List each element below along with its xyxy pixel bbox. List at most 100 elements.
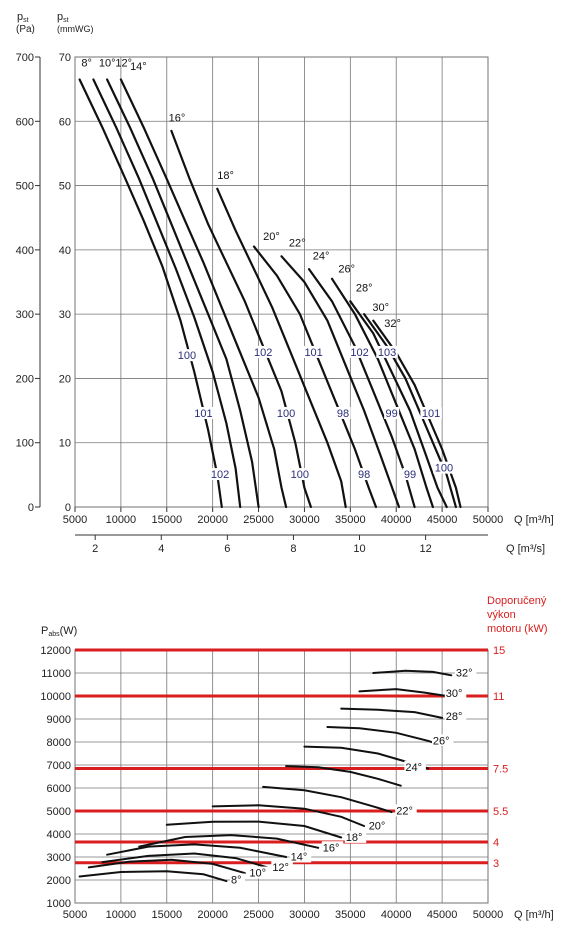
x-tick-label: 15000 — [151, 909, 182, 921]
y-axis-title-unit: (W) — [60, 625, 78, 637]
efficiency-label-bg — [348, 345, 371, 358]
x-tick-label: 5000 — [63, 514, 87, 526]
efficiency-label: 98 — [337, 408, 349, 420]
x2-tick-label: 8 — [290, 543, 296, 555]
x2-tick-label: 2 — [92, 543, 98, 555]
y-tick-label: 7000 — [47, 760, 71, 772]
y-axis-title-sub: abs — [48, 631, 60, 638]
pressure-curve-14° — [119, 78, 288, 509]
motor-power-title-line: motoru (kW) — [487, 623, 548, 635]
x-tick-label: 10000 — [106, 514, 137, 526]
y-tick-label: 10000 — [40, 691, 71, 703]
y-tick-label: 1000 — [47, 898, 71, 910]
efficiency-label-bg — [433, 461, 455, 474]
y-tick-label-mmwg: 50 — [59, 181, 71, 193]
power-label-bg — [321, 841, 344, 854]
y-tick-label: 3000 — [47, 852, 71, 864]
blade-angle-label: 20° — [263, 231, 280, 243]
blade-angle-label: 30° — [372, 302, 389, 314]
efficiency-label-bg — [356, 468, 372, 481]
efficiency-label-bg — [192, 407, 215, 419]
power-curve-22° — [262, 785, 393, 814]
efficiency-label: 102 — [254, 347, 272, 359]
y-tick-label-pa: 700 — [16, 52, 34, 64]
x2-tick-label: 12 — [419, 543, 431, 555]
motor-power-title-line: výkon — [487, 609, 516, 621]
efficiency-label-bg — [402, 468, 418, 481]
blade-angle-label: 20° — [369, 820, 386, 832]
blade-angle-label: 24° — [405, 762, 422, 774]
y-tick-label-pa: 300 — [16, 309, 34, 321]
y-tick-label-mmwg: 40 — [59, 245, 71, 257]
pressure-curve-20° — [252, 245, 378, 509]
efficiency-label: 101 — [422, 408, 440, 420]
x-tick-label: 25000 — [243, 514, 274, 526]
blade-angle-label: 26° — [433, 735, 450, 747]
motor-power-title-line: Doporučený — [487, 595, 547, 607]
power-curve-10° — [87, 858, 246, 875]
efficiency-label: 99 — [386, 408, 398, 420]
y-tick-label-mmwg: 0 — [65, 502, 71, 514]
y-tick-label-mmwg: 20 — [59, 373, 71, 385]
pressure-curve-8° — [78, 78, 223, 509]
blade-angle-label: 10° — [249, 868, 266, 880]
x2-tick-label: 10 — [353, 543, 365, 555]
y-tick-label-pa: 100 — [16, 438, 34, 450]
y-tick-label: 8000 — [47, 737, 71, 749]
y-tick-label-mmwg: 30 — [59, 309, 71, 321]
x-tick-label: 45000 — [427, 514, 458, 526]
y-tick-label: 4000 — [47, 829, 71, 841]
power-curve-8° — [78, 870, 228, 883]
y-axis-unit-mmwg: (mmWG) — [57, 24, 93, 34]
efficiency-label-bg — [376, 345, 398, 358]
y-tick-label-pa: 200 — [16, 373, 34, 385]
power-curve-20° — [211, 804, 366, 827]
x-tick-label: 50000 — [473, 909, 504, 921]
pressure-curve-10° — [92, 78, 242, 509]
pressure-curve-18° — [216, 187, 347, 509]
x-axis-label: Q [m³/h] — [514, 909, 554, 921]
power-curve-30° — [340, 707, 444, 719]
y-tick-label-mmwg: 60 — [59, 116, 71, 128]
motor-line-label: 4 — [493, 837, 499, 849]
power-label-bg — [431, 734, 454, 747]
x2-axis-label: Q [m³/s] — [506, 543, 545, 555]
x-tick-label: 20000 — [197, 909, 228, 921]
y-axis-title-pa-sub: st — [23, 17, 29, 24]
efficiency-label: 103 — [378, 347, 396, 359]
power-label-bg — [289, 850, 312, 863]
efficiency-label-bg — [176, 349, 198, 362]
power-label-bg — [248, 866, 270, 879]
motor-line-label: 5.5 — [493, 806, 508, 818]
power-curve-14° — [106, 843, 288, 858]
x-tick-label: 20000 — [197, 514, 228, 526]
blade-angle-label: 12° — [272, 862, 289, 874]
pressure-curve-26° — [330, 277, 434, 509]
y-axis-title-mmwg-sub: st — [63, 17, 69, 24]
y-axis-unit-pa: (Pa) — [16, 24, 35, 35]
efficiency-label-bg — [289, 468, 311, 481]
power-curve-12° — [101, 852, 269, 869]
efficiency-label: 100 — [435, 463, 453, 475]
y-tick-label: 9000 — [47, 714, 71, 726]
y-tick-label-mmwg: 10 — [59, 438, 71, 450]
blade-angle-label: 14° — [130, 61, 147, 73]
y-tick-label-pa: 500 — [16, 181, 34, 193]
efficiency-label: 100 — [178, 350, 196, 362]
x-tick-label: 35000 — [335, 909, 366, 921]
efficiency-label: 102 — [350, 347, 368, 359]
efficiency-label-bg — [252, 345, 274, 358]
efficiency-label: 100 — [277, 408, 295, 420]
x2-tick-label: 6 — [224, 543, 230, 555]
motor-line-label: 11 — [493, 691, 504, 703]
y-tick-label: 11000 — [41, 668, 71, 680]
blade-angle-label: 18° — [217, 170, 234, 182]
y-tick-label-pa: 400 — [16, 245, 34, 257]
x2-tick-label: 4 — [158, 543, 164, 555]
x-tick-label: 30000 — [289, 514, 320, 526]
efficiency-label-bg — [302, 345, 325, 358]
blade-angle-label: 10° — [99, 58, 116, 70]
motor-line-label: 3 — [493, 858, 499, 870]
blade-angle-label: 22° — [396, 805, 413, 817]
y-tick-label: 6000 — [47, 783, 71, 795]
